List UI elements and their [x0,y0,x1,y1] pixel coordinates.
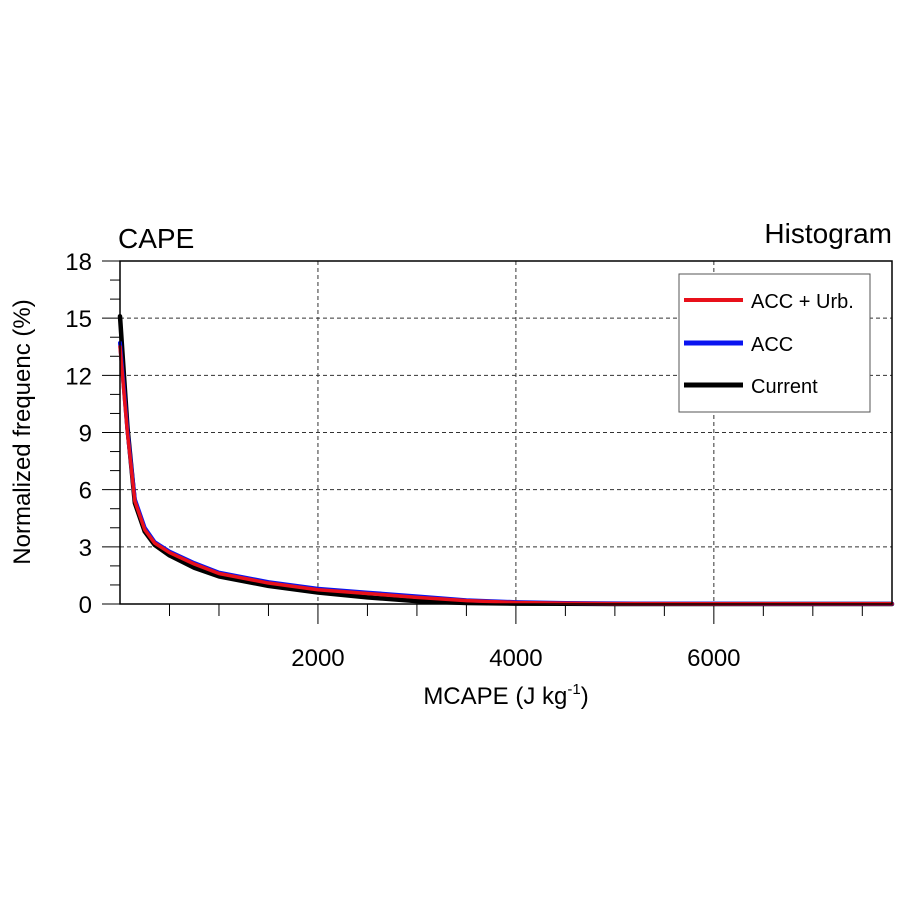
x-axis-label-sup: -1 [567,681,580,698]
y-tick-label: 3 [79,535,92,562]
y-tick-label: 0 [79,592,92,619]
legend: ACC + Urb. ACC Current [678,273,871,413]
x-tick-label: 4000 [489,645,542,672]
axis-ticks [102,260,863,624]
y-tick-label: 9 [79,421,92,448]
legend-label-current: Current [751,376,818,398]
x-axis-label-close: ) [581,683,589,710]
y-tick-label: 15 [65,306,92,333]
x-tick-label: 2000 [291,645,344,672]
tick-labels: 0 3 6 9 12 15 18 2000 4000 6000 [65,249,740,672]
x-axis-label-main: MCAPE (J kg [423,683,567,710]
chart-title-right: Histogram [764,218,892,249]
x-tick-label: 6000 [687,645,740,672]
plot-frame [119,260,893,605]
y-tick-label: 6 [79,478,92,505]
y-axis-label: Normalized frequenc (%) [9,299,36,564]
y-tick-label: 12 [65,363,92,390]
x-axis-label: MCAPE (J kg-1) [423,681,588,710]
legend-label-acc: ACC [751,334,793,356]
grid-lines [120,261,892,604]
chart-title-left: CAPE [118,223,194,254]
legend-label-acc-urb: ACC + Urb. [751,291,854,313]
y-tick-label: 18 [65,249,92,276]
